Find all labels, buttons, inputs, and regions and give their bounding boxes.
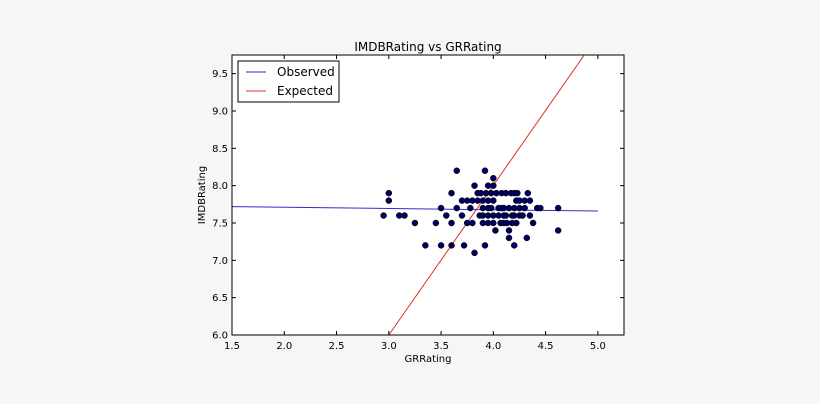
legend-label-observed: Observed [277, 65, 335, 79]
data-point [422, 242, 429, 249]
legend-label-expected: Expected [277, 84, 333, 98]
data-points [380, 167, 562, 257]
data-point [502, 212, 510, 219]
data-point [448, 242, 455, 249]
legend-box [237, 60, 340, 103]
y-tick-label: 9.0 [212, 107, 228, 118]
y-tick-label: 8.0 [212, 181, 228, 192]
axis-ticks: 1.5 2.0 2.5 3.0 3.5 4.0 4.5 5.0 6.0 6.5 7.0 7.5 8.0 8… [212, 55, 624, 352]
data-point [458, 212, 466, 219]
x-tick-label: 5.0 [590, 341, 606, 352]
data-point [460, 242, 468, 249]
data-point [554, 204, 562, 212]
data-point [526, 197, 534, 204]
y-tick-label: 8.5 [212, 144, 228, 155]
x-tick-label: 4.5 [538, 341, 554, 352]
data-point [510, 242, 518, 249]
x-tick-label: 3.5 [433, 341, 449, 352]
chart-title: IMDBRating vs GRRating [354, 40, 501, 54]
data-point [490, 174, 497, 182]
y-tick-label: 9.5 [212, 69, 228, 80]
data-point [487, 204, 495, 212]
data-point [523, 234, 531, 242]
data-point [537, 204, 544, 212]
data-point [467, 204, 474, 212]
y-tick-label: 6.0 [212, 331, 228, 342]
data-point [448, 219, 455, 227]
data-point [524, 189, 532, 197]
y-tick-label: 7.5 [212, 219, 228, 230]
data-point [505, 234, 513, 242]
data-point [505, 227, 513, 234]
x-tick-label: 2.5 [329, 341, 345, 352]
data-point [437, 204, 445, 212]
data-point [385, 197, 393, 204]
data-point [514, 189, 521, 197]
data-point [519, 212, 526, 219]
x-axis-label: GRRating [405, 354, 452, 365]
y-tick-label: 7.0 [212, 256, 228, 267]
data-point [411, 219, 419, 227]
data-point [481, 242, 489, 249]
data-point [385, 189, 393, 197]
data-point [448, 189, 455, 197]
data-point [490, 182, 497, 189]
y-axis-label: IMDBRating [197, 166, 208, 224]
x-tick-label: 2.0 [276, 341, 292, 352]
data-point [526, 212, 534, 219]
data-point [380, 212, 387, 219]
data-point [443, 212, 450, 219]
x-tick-label: 3.0 [381, 341, 397, 352]
data-point [469, 219, 476, 227]
data-point [432, 219, 440, 227]
data-point [513, 219, 520, 227]
data-point [490, 219, 497, 227]
data-point [554, 227, 562, 234]
data-point [437, 242, 445, 249]
x-tick-label: 1.5 [224, 341, 240, 352]
data-point [490, 197, 497, 204]
legend: Observed Expected [237, 60, 340, 103]
data-point [481, 167, 489, 174]
data-point [453, 167, 460, 174]
data-point [453, 204, 460, 212]
data-point [529, 219, 537, 227]
data-point [492, 227, 499, 234]
data-point [401, 212, 408, 219]
y-tick-label: 6.5 [212, 293, 228, 304]
data-point [521, 204, 528, 212]
plot-frame [231, 54, 625, 336]
data-point [471, 249, 478, 257]
data-point [471, 182, 478, 189]
x-tick-label: 4.0 [485, 341, 501, 352]
